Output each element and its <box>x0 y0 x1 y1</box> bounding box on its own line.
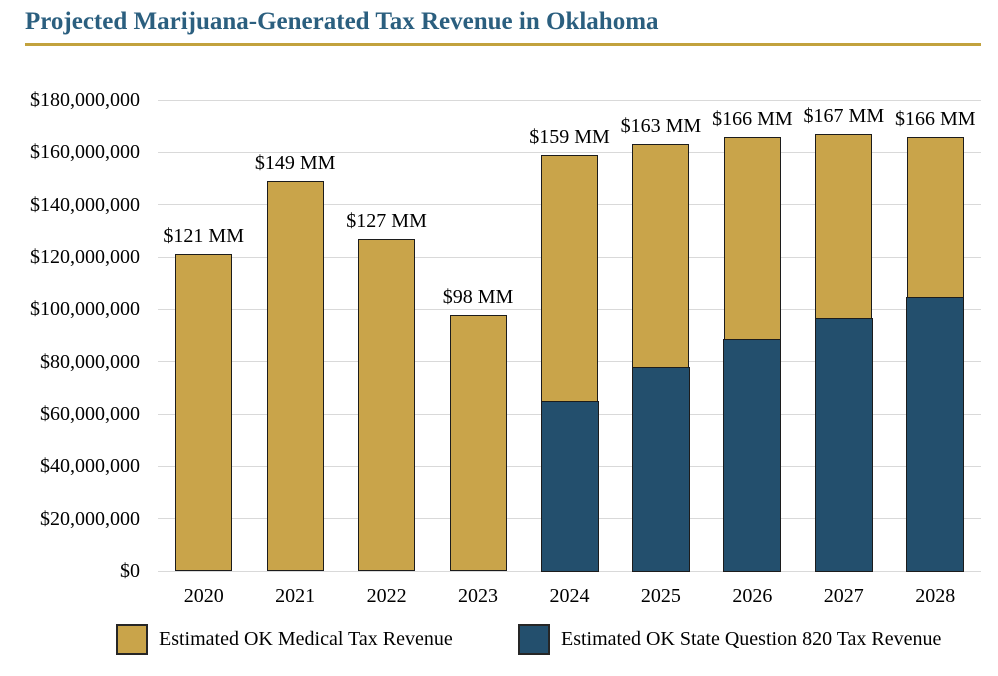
legend-swatch-sq820 <box>518 624 550 655</box>
legend-label-medical: Estimated OK Medical Tax Revenue <box>159 628 453 650</box>
bar-2021 <box>266 181 324 571</box>
y-tick-label: $180,000,000 <box>30 89 140 111</box>
y-tick-label: $140,000,000 <box>30 193 140 216</box>
bar-value-label: $163 MM <box>620 115 702 138</box>
gridline <box>158 151 981 153</box>
y-tick-label: $120,000,000 <box>30 246 140 268</box>
bar-value-label: $121 MM <box>163 225 244 248</box>
bar-segment-2028-bottom <box>906 296 965 572</box>
legend-label-sq820: Estimated OK State Question 820 Tax Reve… <box>561 628 942 650</box>
bar-2023 <box>449 314 507 571</box>
x-axis-labels: 2020 2021 2022 2023 2024 2025 2026 2027 2028 <box>158 584 981 608</box>
x-tick-label-2024: 2024 <box>549 585 590 607</box>
bar-2020 <box>175 254 233 571</box>
bar-2028 <box>906 136 965 572</box>
x-tick-label-2025: 2025 <box>640 585 681 607</box>
x-tick-label-2020: 2020 <box>183 585 224 607</box>
y-tick-label: $60,000,000 <box>40 403 140 425</box>
legend-swatch-medical <box>116 624 148 655</box>
x-tick-label-2026: 2026 <box>732 585 773 607</box>
bar-2027 <box>814 134 873 572</box>
bar-2025 <box>631 144 690 572</box>
bar-value-label: $166 MM <box>894 107 976 130</box>
plot-area: $121 MM $149 MM $127 MM $98 MM $159 MM $163 M… <box>158 99 981 572</box>
bar-value-label: $159 MM <box>529 125 610 148</box>
bar-2022 <box>358 238 416 571</box>
legend-item-sq820: Estimated OK State Question 820 Tax Reve… <box>518 624 941 655</box>
bar-value-label: $127 MM <box>346 209 427 232</box>
y-tick-label: $40,000,000 <box>40 455 140 478</box>
y-tick-label: $100,000,000 <box>30 298 140 321</box>
y-tick-label: $80,000,000 <box>40 350 140 373</box>
bar-value-label: $166 MM <box>712 107 793 130</box>
bar-2024 <box>540 154 599 572</box>
y-tick-label: $0 <box>120 560 140 582</box>
x-tick-label-2023: 2023 <box>458 585 499 607</box>
bar-value-label: $167 MM <box>803 105 885 128</box>
x-tick-label-2021: 2021 <box>275 585 316 607</box>
bar-2026 <box>723 136 782 572</box>
y-tick-label: $20,000,000 <box>40 507 140 530</box>
x-tick-label-2022: 2022 <box>366 585 407 607</box>
legend-item-medical: Estimated OK Medical Tax Revenue <box>116 624 453 655</box>
gridline <box>158 99 981 101</box>
bar-value-label: $98 MM <box>442 285 514 308</box>
y-axis-labels: $0 $20,000,000 $40,000,000 $60,000,000 $80,0… <box>0 90 140 581</box>
title-underline <box>25 43 981 46</box>
y-tick-label: $160,000,000 <box>30 141 140 164</box>
x-tick-label-2028: 2028 <box>915 585 956 607</box>
bar-segment-2025-bottom <box>631 367 690 572</box>
x-tick-label-2027: 2027 <box>823 585 864 607</box>
bar-segment-2026-bottom <box>723 338 782 572</box>
chart-title: Projected Marijuana-Generated Tax Revenu… <box>25 8 659 35</box>
bar-segment-2024-bottom <box>540 401 599 572</box>
bar-segment-2027-bottom <box>814 317 873 572</box>
bar-value-label: $149 MM <box>254 152 336 175</box>
